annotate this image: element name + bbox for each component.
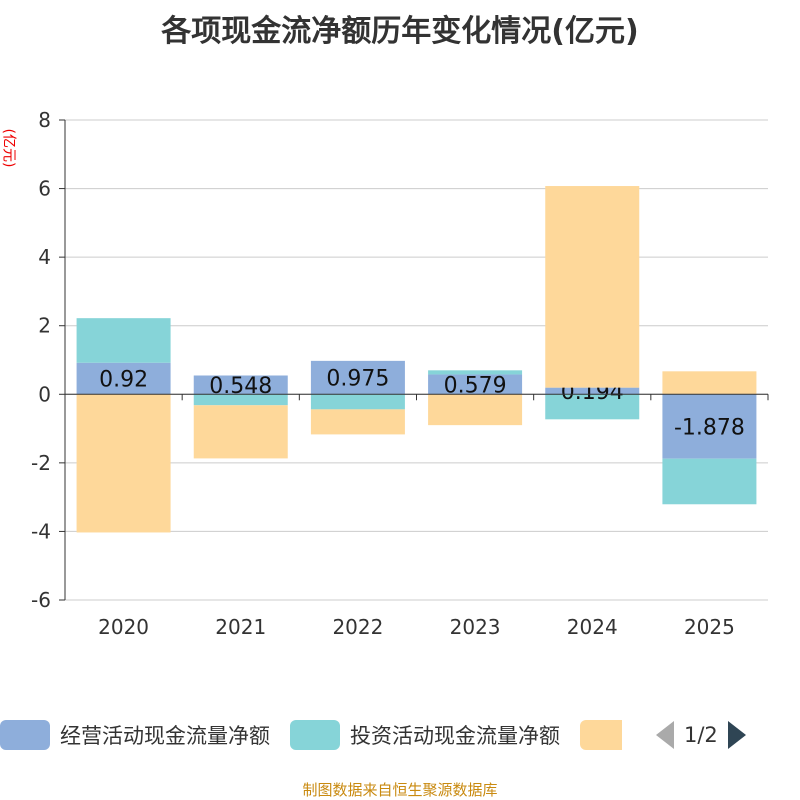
bar-1-2021 [193, 394, 288, 406]
y-tick-label: 2 [38, 314, 51, 338]
bar-0-2021 [193, 375, 288, 395]
legend-prev-icon[interactable] [656, 721, 674, 749]
legend: 经营活动现金流量净额 投资活动现金流量净额 1/2 [0, 718, 746, 752]
bar-1-2022 [310, 394, 405, 410]
y-tick-label: -2 [31, 451, 51, 475]
data-label: 0.92 [99, 368, 148, 393]
source-note: 制图数据来自恒生聚源数据库 [302, 781, 498, 799]
chart-title: 各项现金流净额历年变化情况(亿元) [161, 14, 639, 49]
legend-next-icon[interactable] [727, 721, 746, 749]
legend-label-operating[interactable]: 经营活动现金流量净额 [60, 724, 270, 748]
data-label: 0.548 [209, 374, 272, 399]
bar-2-2024 [545, 186, 640, 388]
bar-2-2023 [428, 394, 523, 426]
legend-swatch-operating[interactable] [0, 720, 50, 750]
y-tick-label: 4 [38, 245, 51, 269]
y-tick-label: 6 [38, 177, 51, 201]
bar-0-2025 [662, 394, 757, 459]
y-tick-label: -6 [31, 588, 51, 612]
y-tick-label: 8 [38, 108, 51, 132]
legend-label-investing[interactable]: 投资活动现金流量净额 [350, 724, 560, 748]
bar-0-2024 [545, 387, 640, 395]
bar-2-2020 [76, 394, 171, 533]
x-tick-label: 2020 [98, 615, 149, 639]
bar-1-2020 [76, 318, 171, 363]
data-label: -1.878 [674, 415, 745, 440]
x-tick-label: 2022 [332, 615, 383, 639]
x-tick-label: 2023 [450, 615, 501, 639]
bar-2-2025 [662, 371, 757, 395]
x-tick-label: 2025 [684, 615, 735, 639]
data-label: 0.975 [326, 367, 389, 392]
bar-1-2023 [428, 370, 523, 375]
bar-2-2022 [310, 409, 405, 435]
legend-page: 1/2 [684, 723, 718, 747]
bar-0-2020 [76, 362, 171, 395]
bar-1-2024 [545, 394, 640, 420]
bar-0-2022 [310, 360, 405, 395]
x-tick-label: 2021 [215, 615, 266, 639]
y-tick-label: 0 [38, 382, 51, 406]
bar-2-2021 [193, 405, 288, 459]
bar-0-2023 [428, 374, 523, 395]
legend-swatch-financing[interactable] [580, 720, 622, 750]
bar-1-2025 [662, 458, 757, 505]
y-tick-label: -4 [31, 519, 51, 543]
legend-swatch-investing[interactable] [290, 720, 340, 750]
x-tick-label: 2024 [567, 615, 618, 639]
